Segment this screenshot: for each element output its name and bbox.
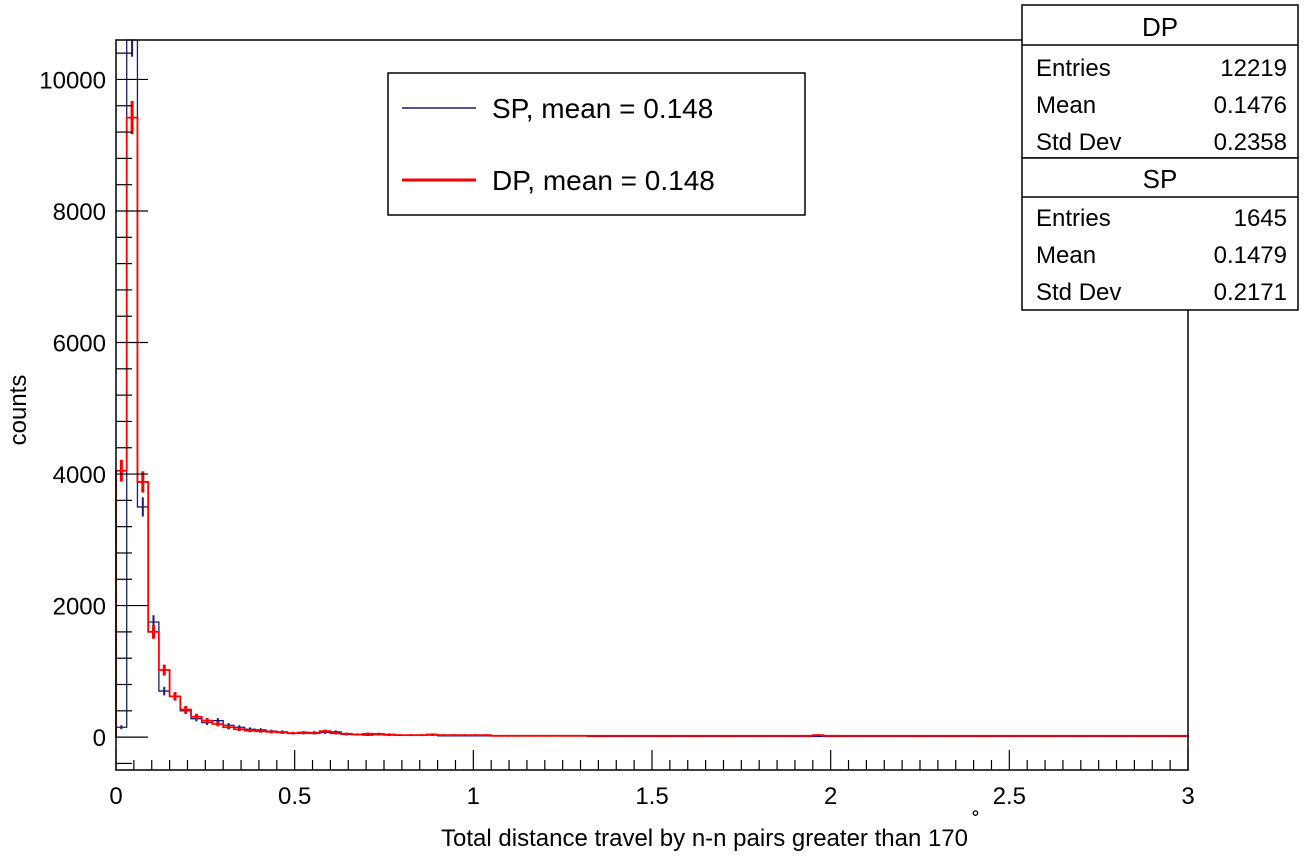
legend: SP, mean = 0.148 DP, mean = 0.148 (387, 72, 806, 216)
x-tick-label: 1.5 (635, 783, 668, 810)
y-axis-title: counts (5, 375, 32, 446)
legend-label-dp: DP, mean = 0.148 (492, 165, 715, 196)
legend-box (387, 72, 806, 216)
stats-dp-entries-value: 12219 (1220, 55, 1287, 82)
stats-sp-entries-label: Entries (1036, 205, 1111, 232)
stats-sp-stddev-label: Std Dev (1036, 279, 1121, 306)
x-tick-label: 2.5 (993, 783, 1026, 810)
stats-box-sp-frame (1021, 157, 1299, 311)
legend-label-sp: SP, mean = 0.148 (492, 93, 713, 124)
y-axis-ticks: 0 2000 4000 6000 8000 10000 (39, 52, 148, 765)
stats-dp-stddev-label: Std Dev (1036, 129, 1121, 156)
stats-box-dp-title: DP (1142, 12, 1178, 42)
stats-sp-stddev-value: 0.2171 (1214, 279, 1287, 306)
x-axis-ticks: 0 0.5 1 1.5 2 2.5 3 (109, 750, 1195, 810)
stats-sp-mean-label: Mean (1036, 242, 1096, 269)
y-tick-label: 0 (93, 725, 106, 752)
x-tick-label: 1 (467, 783, 480, 810)
y-tick-label: 2000 (53, 594, 106, 621)
stats-dp-entries-label: Entries (1036, 55, 1111, 82)
x-tick-label: 0 (109, 783, 122, 810)
x-axis-degree-symbol: ˚ (972, 809, 980, 836)
stats-dp-mean-value: 0.1476 (1214, 92, 1287, 119)
y-tick-label: 10000 (39, 67, 106, 94)
x-tick-label: 2 (824, 783, 837, 810)
x-tick-label: 0.5 (278, 783, 311, 810)
y-tick-label: 6000 (53, 331, 106, 358)
y-tick-label: 4000 (53, 462, 106, 489)
y-tick-label: 8000 (53, 199, 106, 226)
stats-box-dp: DP Entries 12219 Mean 0.1476 Std Dev 0.2… (1021, 4, 1299, 159)
stats-box-sp-title: SP (1143, 164, 1178, 194)
dp-histogram-outline (115, 116, 1189, 738)
stats-dp-mean-label: Mean (1036, 92, 1096, 119)
stats-sp-entries-value: 1645 (1234, 205, 1287, 232)
x-tick-label: 3 (1181, 783, 1194, 810)
x-axis-title: Total distance travel by n-n pairs great… (441, 825, 968, 852)
stats-box-dp-frame (1021, 4, 1299, 159)
stats-box-sp: SP Entries 1645 Mean 0.1479 Std Dev 0.21… (1021, 157, 1299, 311)
stats-dp-stddev-value: 0.2358 (1214, 129, 1287, 156)
stats-sp-mean-value: 0.1479 (1214, 242, 1287, 269)
dp-series (115, 101, 1189, 738)
